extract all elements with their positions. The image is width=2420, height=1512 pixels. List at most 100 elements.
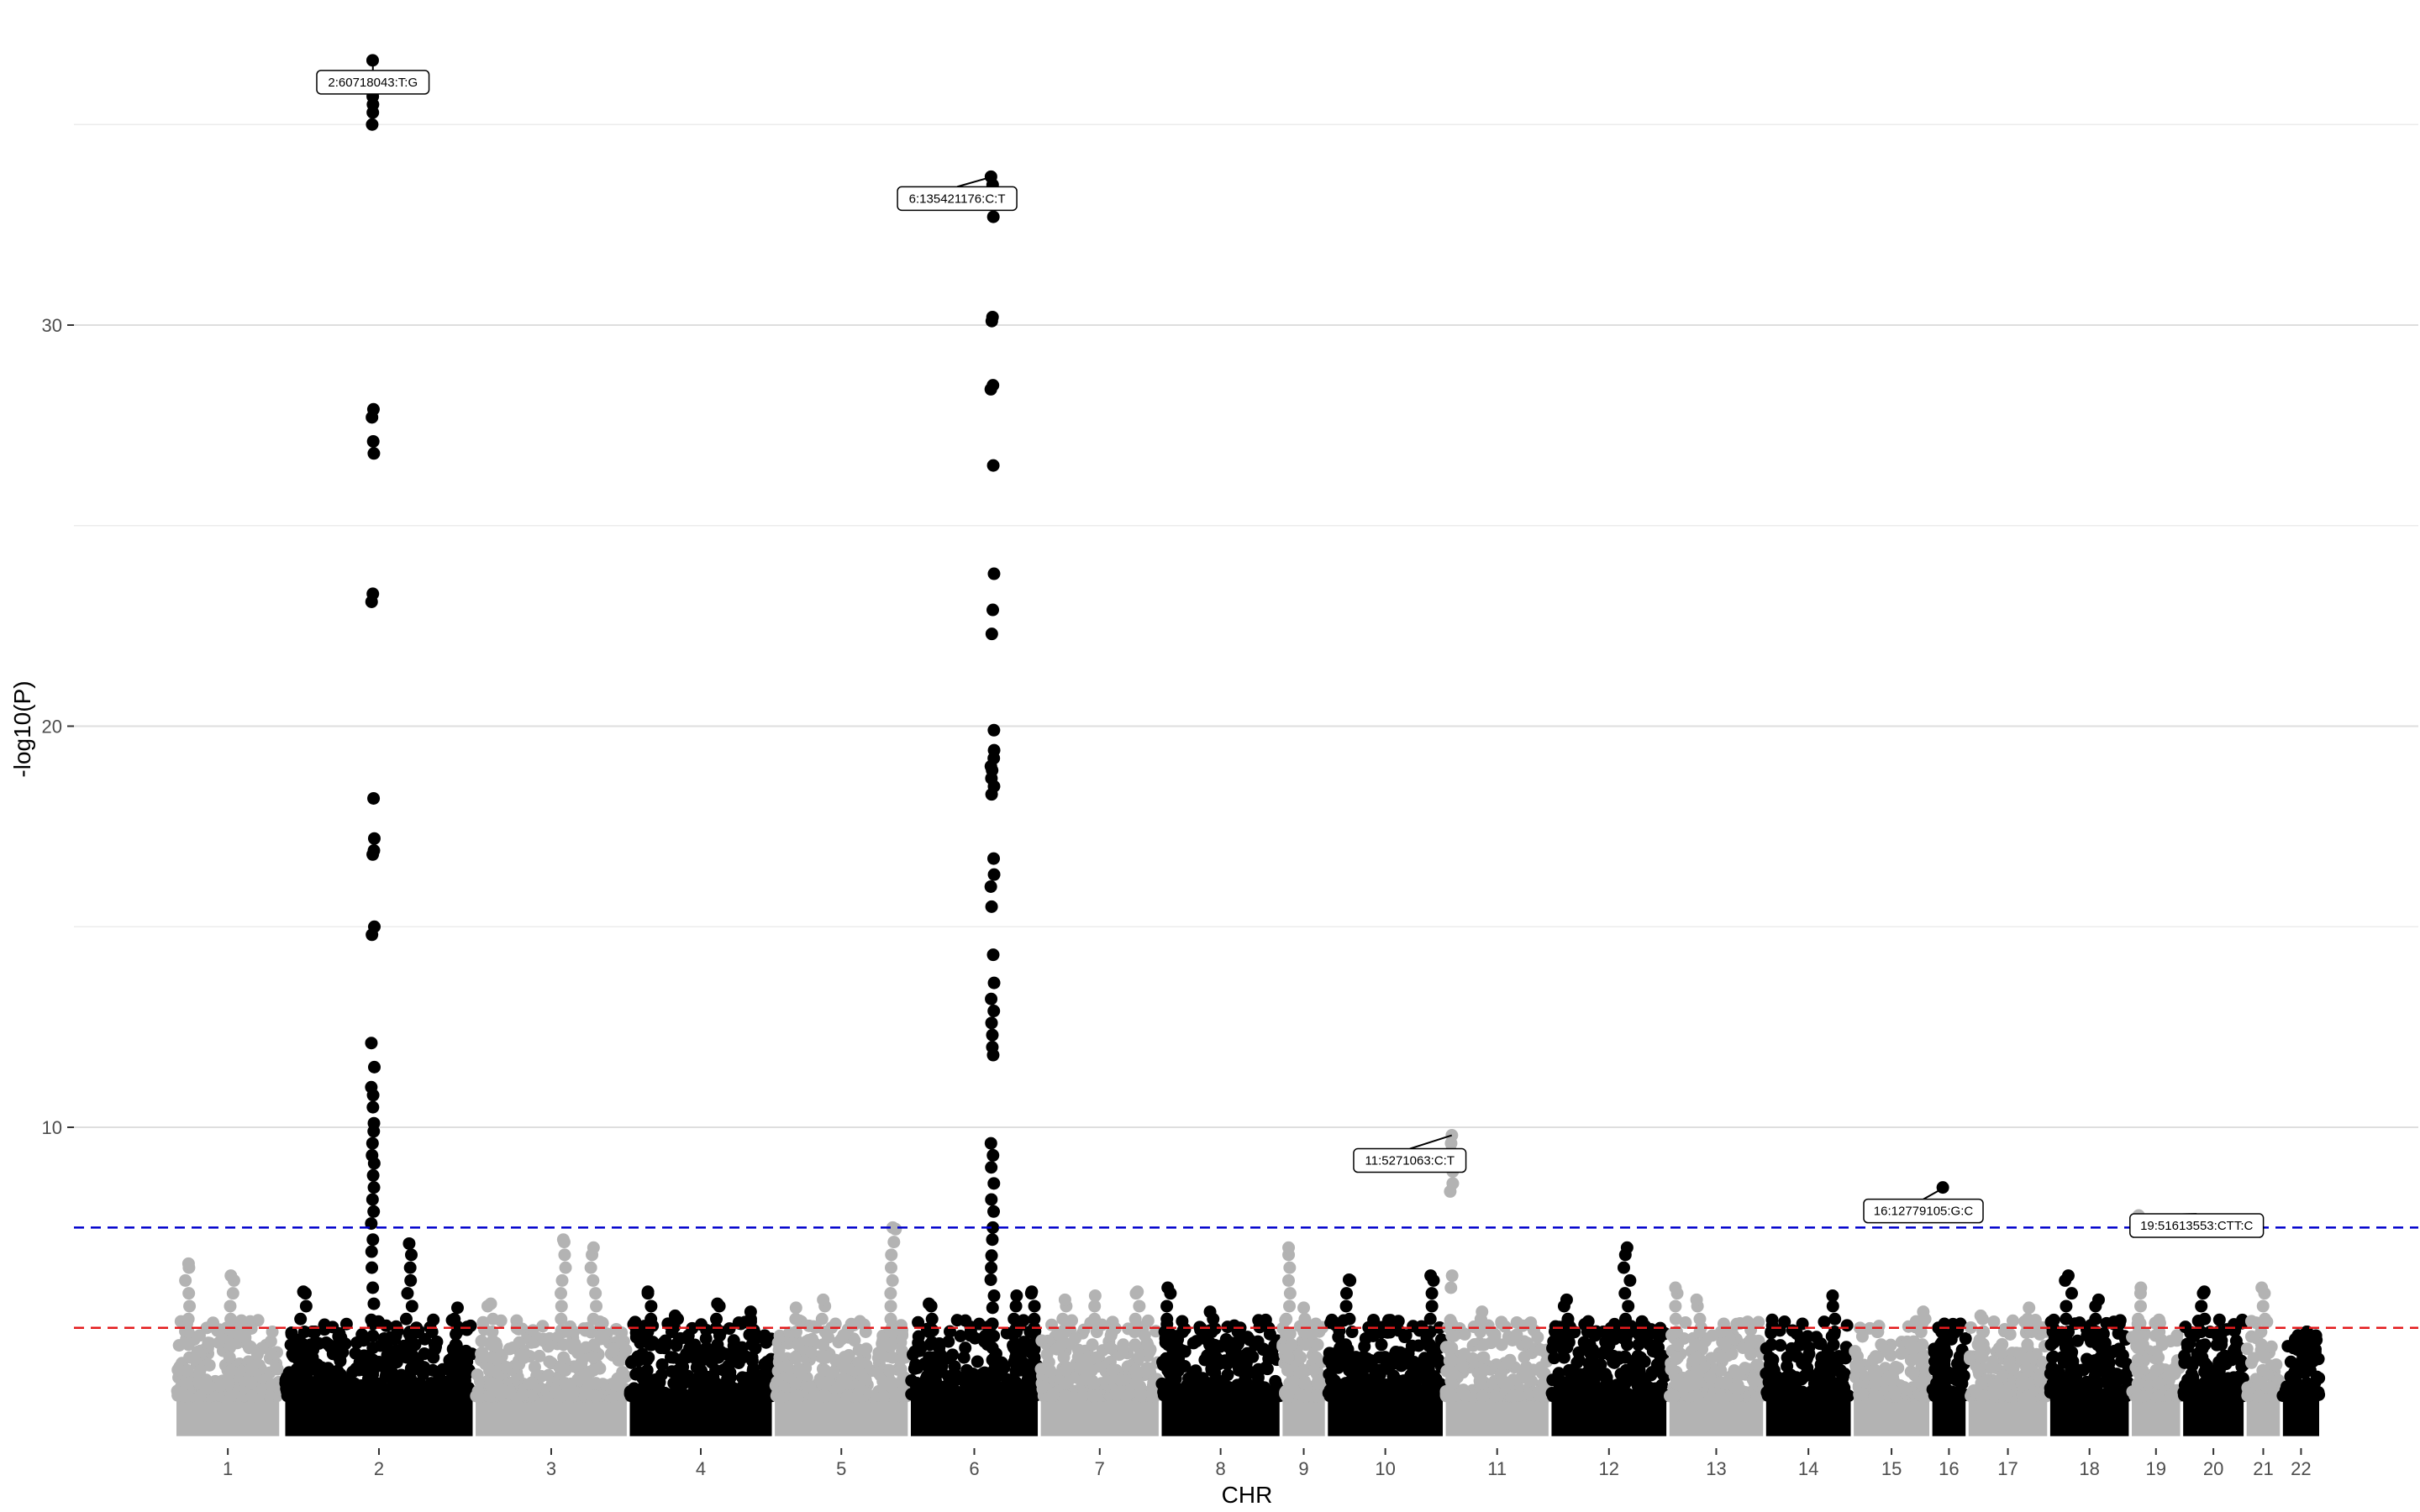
data-point	[367, 832, 381, 845]
data-point	[1477, 1363, 1491, 1377]
data-point	[986, 1329, 999, 1342]
data-point	[1666, 1363, 1680, 1377]
data-point	[2036, 1356, 2049, 1369]
data-point	[266, 1325, 279, 1338]
data-point	[1075, 1356, 1088, 1369]
data-point	[640, 1363, 654, 1377]
data-point	[2046, 1377, 2060, 1390]
data-point	[1088, 1312, 1102, 1326]
data-point	[1828, 1351, 1841, 1364]
data-point	[2195, 1299, 2208, 1313]
data-point	[986, 948, 1000, 962]
data-point	[669, 1338, 682, 1352]
data-point	[1445, 1341, 1459, 1355]
data-point	[533, 1349, 546, 1362]
data-point	[1034, 1362, 1048, 1376]
data-point	[2015, 1352, 2028, 1365]
data-point	[746, 1363, 760, 1377]
data-point	[2198, 1338, 2212, 1352]
data-point	[2044, 1338, 2058, 1352]
data-point	[1281, 1273, 1295, 1287]
data-point	[889, 1389, 902, 1403]
data-point	[2151, 1377, 2165, 1390]
data-point	[2065, 1287, 2078, 1300]
data-point	[555, 1273, 569, 1287]
data-point	[2212, 1363, 2226, 1377]
x-tick-label: 19	[2146, 1458, 2166, 1479]
data-point	[515, 1348, 529, 1362]
data-point	[905, 1374, 918, 1388]
data-point	[2049, 1389, 2062, 1403]
data-point	[2070, 1334, 2084, 1347]
data-point	[245, 1389, 259, 1403]
data-point	[639, 1377, 652, 1390]
data-point	[1086, 1338, 1099, 1352]
data-point	[1090, 1351, 1103, 1364]
x-tick-label: 1	[223, 1458, 233, 1479]
data-point	[986, 1048, 1000, 1062]
data-point	[1129, 1377, 1143, 1390]
data-point	[695, 1364, 708, 1378]
data-point	[429, 1389, 443, 1403]
data-point	[2270, 1358, 2283, 1372]
x-tick-label: 10	[1375, 1458, 1395, 1479]
data-point	[1344, 1389, 1358, 1403]
data-point	[399, 1312, 413, 1326]
data-point	[2264, 1381, 2277, 1394]
data-point	[587, 1241, 600, 1254]
data-point	[818, 1389, 832, 1403]
chromosome-8-points	[1155, 1281, 1286, 1436]
data-point	[957, 1351, 971, 1364]
data-point	[405, 1299, 418, 1313]
data-point	[453, 1389, 466, 1403]
data-point	[366, 1233, 380, 1247]
data-point	[1193, 1320, 1207, 1334]
data-point	[1407, 1320, 1420, 1333]
data-point	[1488, 1328, 1502, 1341]
data-point	[2060, 1299, 2073, 1313]
data-point	[264, 1335, 277, 1348]
data-point	[1298, 1312, 1312, 1326]
data-point	[555, 1287, 568, 1300]
data-point	[984, 382, 997, 396]
data-point	[484, 1377, 497, 1390]
data-point	[2298, 1338, 2312, 1352]
data-point	[587, 1338, 601, 1352]
chromosome-7-band	[1040, 1395, 1159, 1436]
data-point	[450, 1351, 464, 1364]
data-point	[1765, 1377, 1778, 1390]
data-point	[380, 1389, 393, 1403]
data-point	[1955, 1377, 1969, 1390]
data-point	[1791, 1350, 1804, 1363]
data-point	[894, 1362, 908, 1376]
data-point	[1690, 1293, 1703, 1306]
data-point	[984, 880, 997, 893]
data-point	[1230, 1351, 1244, 1364]
data-point	[1412, 1389, 1425, 1403]
data-point	[587, 1273, 600, 1287]
data-point	[500, 1361, 513, 1374]
data-point	[1202, 1389, 1215, 1403]
data-point	[182, 1257, 195, 1270]
data-point	[589, 1389, 602, 1403]
chromosome-1-points	[171, 1257, 286, 1436]
chromosome-19-band	[2132, 1395, 2181, 1436]
data-point	[788, 1351, 802, 1364]
data-point	[484, 1297, 497, 1310]
data-point	[557, 1338, 571, 1352]
data-point	[367, 1125, 381, 1138]
data-point	[1328, 1318, 1342, 1331]
data-point	[1165, 1351, 1178, 1364]
data-point	[556, 1233, 570, 1247]
x-tick-label: 17	[1997, 1458, 2018, 1479]
data-point	[1584, 1377, 1597, 1390]
x-tick-label: 4	[696, 1458, 706, 1479]
data-point	[985, 992, 998, 1005]
data-point	[1445, 1378, 1459, 1391]
data-point	[568, 1337, 581, 1351]
data-point	[1767, 1363, 1781, 1377]
data-point	[589, 1287, 602, 1300]
data-point	[2061, 1269, 2075, 1283]
data-point	[1058, 1293, 1071, 1306]
data-point	[366, 434, 380, 448]
